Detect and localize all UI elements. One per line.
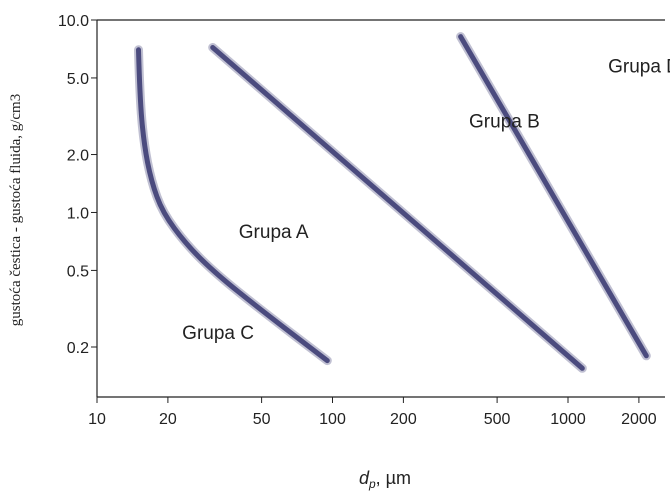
boundary-a-b-line [210,45,585,371]
x-tick-label: 50 [253,411,271,428]
boundary-c-a-halo [134,45,332,366]
boundary-b-d-line [458,34,649,359]
y-axis-label: gustoća čestica - gustoća fluida, g/cm3 [8,94,24,326]
group-boundaries [134,32,651,373]
x-ticks: 10 20 50 100 200 500 1000 2000 [88,397,657,428]
x-tick-label: 2000 [621,411,657,428]
group-label: Grupa C [182,323,254,344]
x-tick-label: 100 [319,411,346,428]
group-label: Grupa B [469,112,540,133]
boundary-c-a-line [136,47,330,364]
group-label: Grupa D [608,57,670,78]
y-tick-label: 0.2 [67,340,89,357]
x-axis-label: dp, µm [359,468,411,491]
x-tick-label: 500 [484,411,511,428]
group-labels: Grupa C Grupa A Grupa B Grupa D [182,57,670,344]
y-ticks: 10.0 5.0 2.0 1.0 0.5 0.2 [58,13,97,357]
y-tick-label: 2.0 [67,148,89,165]
group-label: Grupa A [239,222,309,243]
y-tick-label: 5.0 [67,71,89,88]
x-tick-label: 10 [88,411,106,428]
y-tick-label: 10.0 [58,13,89,30]
axes [96,19,665,398]
y-tick-label: 1.0 [67,205,89,222]
y-tick-label: 0.5 [67,263,89,280]
x-tick-label: 200 [390,411,417,428]
x-tick-label: 20 [159,411,177,428]
x-tick-label: 1000 [550,411,586,428]
